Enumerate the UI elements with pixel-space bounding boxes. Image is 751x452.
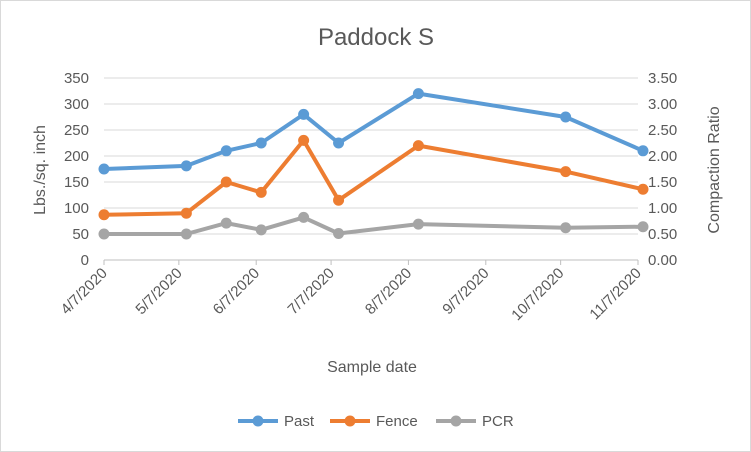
x-tick-label: 11/7/2020 xyxy=(586,265,644,323)
legend-entry-past: Past xyxy=(238,413,315,430)
y2-tick-label: 2.00 xyxy=(648,148,677,165)
y2-tick-label: 1.00 xyxy=(648,200,677,217)
x-tick-label: 5/7/2020 xyxy=(132,265,185,318)
legend-swatch-marker xyxy=(252,415,264,427)
series-fence xyxy=(98,134,649,221)
legend-label: PCR xyxy=(482,413,514,430)
legend: Past Fence PCR xyxy=(238,413,514,430)
data-point xyxy=(220,217,232,229)
data-point xyxy=(98,209,110,221)
x-tick-label: 8/7/2020 xyxy=(362,265,415,318)
data-point xyxy=(560,222,572,234)
data-point xyxy=(298,108,310,120)
data-point xyxy=(412,140,424,152)
y2-tick-label: 2.50 xyxy=(648,122,677,139)
legend-entry-pcr: PCR xyxy=(436,413,514,430)
legend-label: Fence xyxy=(376,413,418,430)
data-point xyxy=(637,221,649,233)
legend-swatch-marker xyxy=(344,415,356,427)
data-point xyxy=(298,211,310,223)
series-line xyxy=(102,91,645,171)
y2-axis-title: Compaction Ratio xyxy=(706,106,723,233)
series-past xyxy=(98,88,649,175)
data-point xyxy=(637,183,649,195)
data-point xyxy=(412,218,424,230)
x-axis-title: Sample date xyxy=(327,359,417,376)
y-tick-label: 50 xyxy=(72,226,89,243)
data-point xyxy=(180,228,192,240)
y2-tick-label: 1.50 xyxy=(648,174,677,191)
data-point xyxy=(220,145,232,157)
series-pcr xyxy=(98,211,649,240)
x-tick-label: 7/7/2020 xyxy=(285,265,338,318)
data-point xyxy=(560,111,572,123)
y-axis-ticks: 0 50 100 150 200 250 300 350 xyxy=(64,70,89,269)
x-axis-ticks: 4/7/2020 5/7/2020 6/7/2020 7/7/2020 8/7/2020… xyxy=(58,260,645,324)
y-tick-label: 300 xyxy=(64,96,89,113)
data-point xyxy=(255,137,267,149)
y2-tick-label: 3.50 xyxy=(648,70,677,87)
data-point xyxy=(412,88,424,100)
x-tick-label: 6/7/2020 xyxy=(210,265,263,318)
y-tick-label: 0 xyxy=(81,252,89,269)
y2-tick-label: 0.00 xyxy=(648,252,677,269)
y-tick-label: 150 xyxy=(64,174,89,191)
y2-tick-label: 3.00 xyxy=(648,96,677,113)
y-tick-label: 350 xyxy=(64,70,89,87)
y2-tick-label: 0.50 xyxy=(648,226,677,243)
x-tick-label: 9/7/2020 xyxy=(439,265,492,318)
y-tick-label: 100 xyxy=(64,200,89,217)
data-point xyxy=(98,228,110,240)
data-point xyxy=(333,137,345,149)
legend-swatch-marker xyxy=(450,415,462,427)
data-point xyxy=(298,134,310,146)
data-point xyxy=(560,166,572,178)
legend-label: Past xyxy=(284,413,315,430)
legend-entry-fence: Fence xyxy=(330,413,418,430)
y-tick-label: 250 xyxy=(64,122,89,139)
series-layer xyxy=(98,88,649,240)
y-tick-label: 200 xyxy=(64,148,89,165)
data-point xyxy=(333,227,345,239)
data-point xyxy=(255,186,267,198)
data-point xyxy=(637,145,649,157)
chart-title: Paddock S xyxy=(318,24,434,51)
y2-axis-ticks: 0.00 0.50 1.00 1.50 2.00 2.50 3.00 3.50 xyxy=(648,70,677,269)
series-line xyxy=(102,138,645,217)
data-point xyxy=(180,207,192,219)
y-axis-title: Lbs./sq. inch xyxy=(32,125,49,215)
data-point xyxy=(180,160,192,172)
data-point xyxy=(220,176,232,188)
x-tick-label: 10/7/2020 xyxy=(508,265,567,324)
data-point xyxy=(255,224,267,236)
data-point xyxy=(98,163,110,175)
x-tick-label: 4/7/2020 xyxy=(58,265,111,318)
data-point xyxy=(333,194,345,206)
